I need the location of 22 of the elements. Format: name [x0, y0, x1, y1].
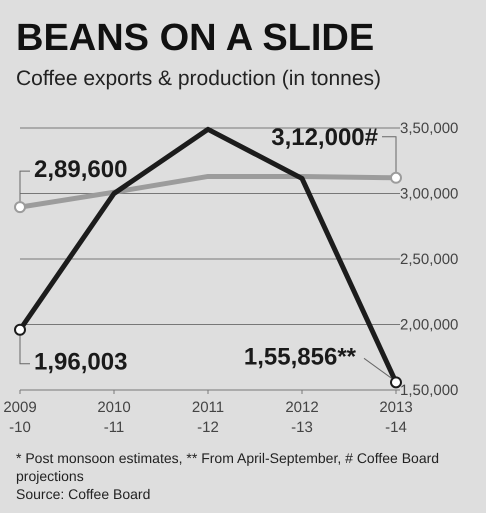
text: * Post monsoon estimates, ** From April-September, # Coffee Board projections: [16, 450, 440, 484]
chart-subtitle: Coffee exports & production (in tonnes): [16, 67, 381, 90]
x-tick-label: 2010-11: [97, 399, 131, 436]
data-label: 3,12,000#: [271, 124, 378, 151]
source-note: Source: Coffee Board: [16, 486, 150, 502]
x-tick-label: 2013-14: [379, 399, 413, 436]
x-tick-label: 2012-13: [285, 399, 319, 436]
data-label: 1,96,003: [34, 348, 128, 376]
y-tick-label: 3,50,000: [400, 120, 458, 137]
point: [14, 324, 26, 336]
x-tick-label: 2009-10: [3, 399, 37, 436]
x-tick-label: 2011-12: [192, 399, 224, 436]
point: [390, 376, 402, 388]
data-label: 2,89,600: [34, 156, 128, 184]
y-tick-label: 1,50,000: [400, 382, 458, 399]
y-tick-label: 2,50,000: [400, 250, 458, 268]
y-tick-label: 2,00,000: [400, 316, 458, 334]
point: [390, 172, 402, 184]
point: [14, 201, 26, 214]
chart-title: BEANS ON A SLIDE: [16, 17, 374, 59]
y-tick-label: 3,00,000: [400, 185, 458, 202]
data-label: 1,55,856**: [244, 343, 357, 370]
